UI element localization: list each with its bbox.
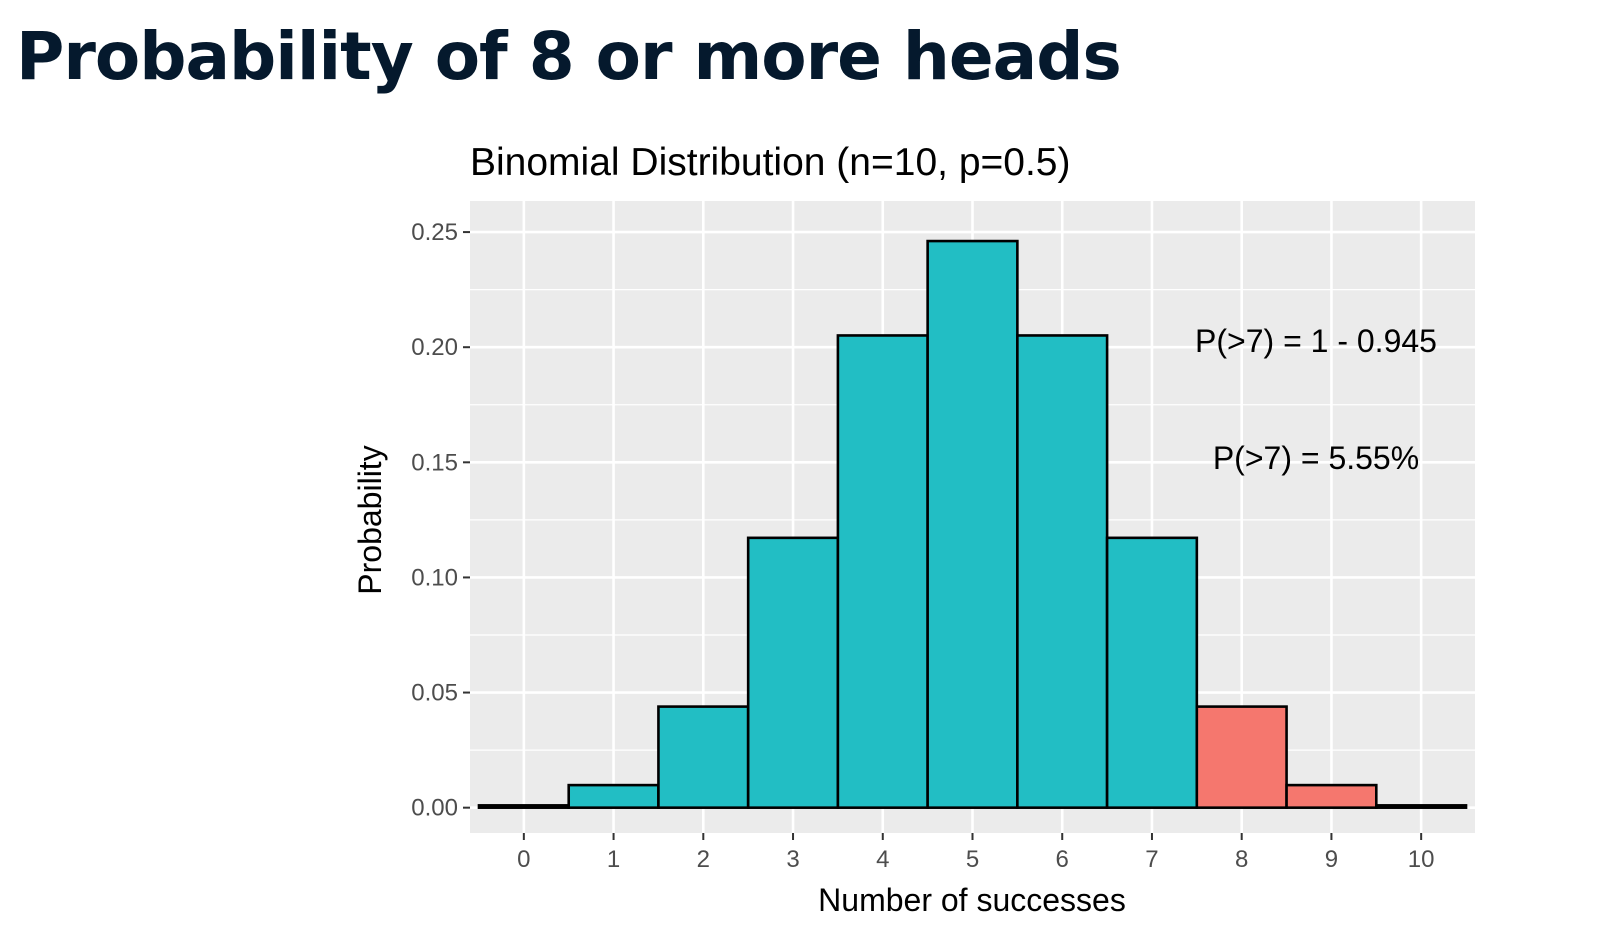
y-tick-label: 0.00 bbox=[411, 795, 458, 822]
x-tick-label: 1 bbox=[607, 846, 620, 873]
x-tick-label: 3 bbox=[786, 846, 799, 873]
bars bbox=[477, 239, 1468, 809]
x-tick-label: 8 bbox=[1235, 846, 1248, 873]
bar-6 bbox=[1016, 334, 1109, 809]
annotation-complement: P(>7) = 1 - 0.945 bbox=[1195, 323, 1437, 359]
annotation-percent: P(>7) = 5.55% bbox=[1213, 440, 1419, 476]
x-tick-label: 4 bbox=[876, 846, 889, 873]
x-tick-label: 2 bbox=[697, 846, 710, 873]
chart-title: Binomial Distribution (n=10, p=0.5) bbox=[470, 141, 1070, 184]
bar-5 bbox=[926, 239, 1019, 809]
page-title: Probability of 8 or more heads bbox=[16, 18, 1122, 95]
bar-8 bbox=[1195, 705, 1288, 809]
bar-3 bbox=[746, 536, 840, 809]
bar-2 bbox=[657, 705, 750, 809]
x-axis-title: Number of successes bbox=[818, 882, 1126, 918]
axis-ticks: 0.00 0.05 0.10 0.15 0.20 0.25 0 1 2 3 4 5 6 7 8 9 10 bbox=[411, 219, 1434, 873]
x-tick-label: 9 bbox=[1325, 846, 1338, 873]
y-tick-label: 0.15 bbox=[411, 449, 458, 476]
y-axis-title: Probability bbox=[352, 445, 388, 594]
y-tick-label: 0.10 bbox=[411, 564, 458, 591]
x-tick-label: 10 bbox=[1408, 846, 1435, 873]
bar-7 bbox=[1105, 536, 1199, 809]
y-tick-label: 0.20 bbox=[411, 334, 458, 361]
bar-0 bbox=[477, 804, 571, 809]
x-tick-label: 6 bbox=[1056, 846, 1069, 873]
y-tick-label: 0.05 bbox=[411, 680, 458, 707]
y-tick-label: 0.25 bbox=[411, 219, 458, 246]
bar-10 bbox=[1374, 804, 1468, 809]
bar-4 bbox=[836, 334, 929, 809]
x-tick-label: 0 bbox=[517, 846, 530, 873]
x-tick-label: 7 bbox=[1145, 846, 1158, 873]
bar-9 bbox=[1285, 783, 1378, 809]
bar-1 bbox=[567, 783, 660, 809]
x-tick-label: 5 bbox=[966, 846, 979, 873]
